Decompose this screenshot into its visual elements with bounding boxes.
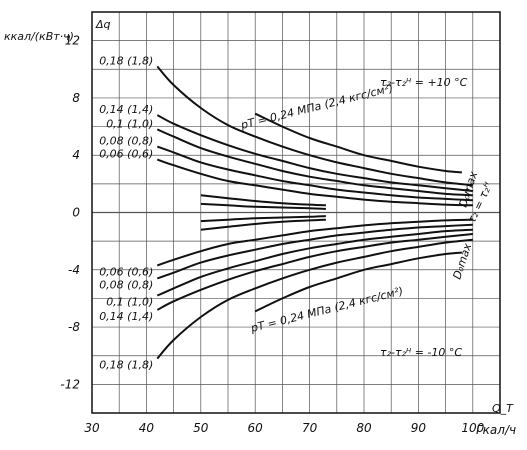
series-label: 0,14 (1,4) — [99, 310, 153, 323]
series-label: 0,14 (1,4) — [99, 103, 153, 116]
y-tick-label: 12 — [65, 34, 80, 48]
series-label: 0,1 (1,0) — [106, 296, 153, 309]
y-tick-label: 0 — [72, 206, 80, 220]
x-tick-label: 40 — [139, 421, 155, 435]
x-axis-symbol: Q_T — [492, 402, 514, 415]
y-tick-label: 8 — [72, 91, 80, 105]
series-labels: 0,18 (1,8)0,14 (1,4)0,1 (1,0)0,08 (0,8)0… — [99, 54, 153, 371]
series-line — [200, 215, 326, 223]
plot-frame — [91, 11, 501, 414]
series-line — [156, 158, 473, 207]
x-tick-label: 80 — [356, 421, 372, 435]
y-tick-label: -12 — [60, 377, 80, 391]
x-tick-label: 60 — [248, 421, 264, 435]
series-line — [254, 251, 462, 313]
series-label: 0,08 (0,8) — [99, 278, 153, 291]
x-tick-label: 50 — [193, 421, 209, 435]
series-lines — [156, 65, 473, 360]
y-axis-unit-label: ккал/(кВт·ч) — [4, 30, 74, 43]
series-label: 0,06 (0,6) — [99, 265, 153, 278]
series-line — [156, 228, 473, 297]
y-tick-label: -4 — [68, 263, 80, 277]
x-tick-label: 70 — [302, 421, 318, 435]
series-line — [156, 145, 473, 202]
y-axis-symbol: Δq — [95, 18, 111, 31]
series-label: 0,1 (1,0) — [106, 117, 153, 130]
series-line — [200, 218, 326, 231]
series-line — [156, 238, 473, 360]
x-tick-label: 100 — [461, 421, 484, 435]
series-line — [156, 114, 473, 192]
series-line — [156, 233, 473, 311]
x-tick-label: 90 — [411, 421, 427, 435]
series-line — [254, 112, 462, 174]
series-label: 0,08 (0,8) — [99, 135, 153, 148]
series-line — [156, 218, 473, 267]
series-label: 0,18 (1,8) — [99, 359, 153, 372]
y-tick-label: 4 — [72, 148, 80, 162]
annotation-pressure-upper: pТ = 0,24 МПа (2,4 кгс/см²) — [239, 81, 395, 132]
annotation-bottom-right: τ₂-τ₂ᴴ = -10 °C — [380, 346, 462, 359]
y-tick-label: -8 — [68, 320, 80, 334]
series-label: 0,06 (0,6) — [99, 148, 153, 161]
series-line — [200, 194, 326, 207]
series-line — [156, 128, 473, 197]
series-label: 0,18 (1,8) — [99, 54, 153, 67]
x-tick-label: 30 — [84, 421, 100, 435]
series-line — [156, 65, 473, 187]
series-line — [156, 223, 473, 280]
annotation-dmax-lower: D₀max — [450, 241, 474, 281]
x-axis-unit-label: Гкал/ч — [476, 423, 516, 437]
annotation-pressure-lower: pТ = 0,24 МПа (2,4 кгс/см²) — [249, 284, 405, 335]
series-line — [200, 202, 326, 210]
annotation-top-right: τ₂-τ₂ᴴ = +10 °C — [380, 76, 468, 89]
